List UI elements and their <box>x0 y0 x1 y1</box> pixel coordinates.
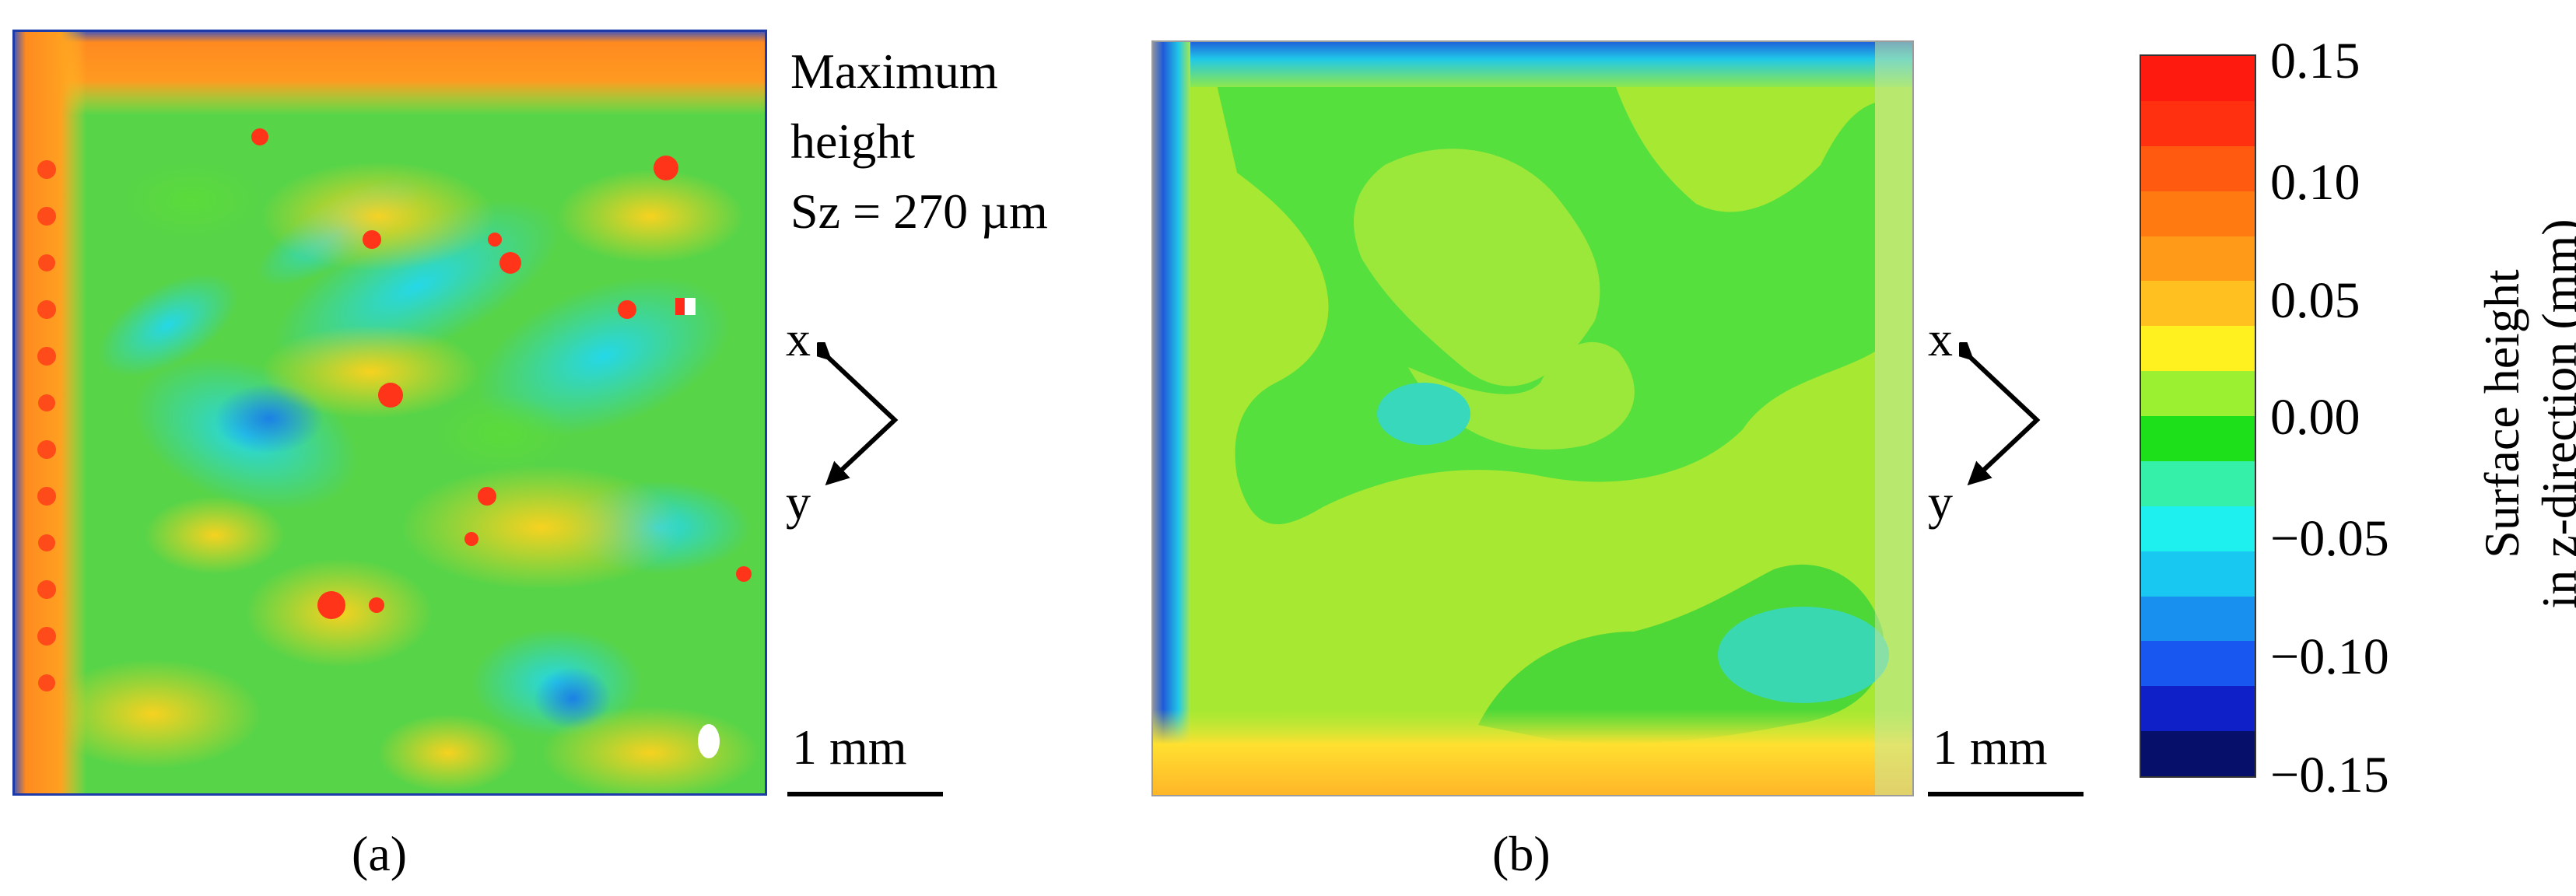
axis-label-x-a: x <box>786 311 811 366</box>
scalebar-line-b <box>1928 792 2084 796</box>
axis-label-x-b: x <box>1928 311 1953 366</box>
colorbar-tick-label: −0.15 <box>2270 747 2389 803</box>
colorbar-segment <box>2141 551 2255 597</box>
colorbar-segment <box>2141 596 2255 642</box>
scalebar-label-a: 1 mm <box>792 719 907 775</box>
colorbar-segment <box>2141 326 2255 372</box>
caption-a: (a) <box>352 826 408 881</box>
colorbar-tick-label: 0.00 <box>2270 389 2360 446</box>
colorbar-segment <box>2141 281 2255 327</box>
colorbar <box>2140 54 2256 778</box>
colorbar-tick-label: −0.05 <box>2270 510 2389 567</box>
colorbar-title-line-2: in z-direction (mm) <box>2532 219 2576 609</box>
annotation-line-2: height <box>790 114 915 169</box>
annotation-line-1: Maximum <box>790 44 998 99</box>
colorbar-segment <box>2141 416 2255 461</box>
colorbar-segment <box>2141 686 2255 732</box>
axis-arrows-a <box>817 342 899 486</box>
colorbar-tick-label: −0.10 <box>2270 628 2389 685</box>
colorbar-title-line-1: Surface height <box>2474 269 2529 558</box>
colorbar-segment <box>2141 460 2255 506</box>
axis-label-y-a: y <box>786 474 811 530</box>
caption-b: (b) <box>1492 826 1551 881</box>
axis-arrows-b <box>1959 342 2041 486</box>
scalebar-line-a <box>787 792 943 796</box>
colorbar-segment <box>2141 641 2255 687</box>
axis-label-y-b: y <box>1928 474 1953 530</box>
colorbar-segment <box>2141 145 2255 191</box>
scalebar-label-b: 1 mm <box>1933 719 2048 775</box>
colorbar-tick-label: 0.05 <box>2270 272 2360 329</box>
colorbar-segment <box>2141 236 2255 282</box>
panel-a-height-map <box>12 30 767 796</box>
colorbar-tick-label: 0.10 <box>2270 154 2360 211</box>
annotation-line-3: Sz = 270 µm <box>790 184 1048 239</box>
colorbar-segment <box>2141 191 2255 236</box>
colorbar-segment <box>2141 371 2255 416</box>
panel-b-height-map <box>1151 40 1914 796</box>
colorbar-segment <box>2141 100 2255 146</box>
colorbar-tick-label: 0.15 <box>2270 33 2360 89</box>
colorbar-segment <box>2141 56 2255 101</box>
colorbar-segment <box>2141 731 2255 776</box>
colorbar-segment <box>2141 506 2255 551</box>
